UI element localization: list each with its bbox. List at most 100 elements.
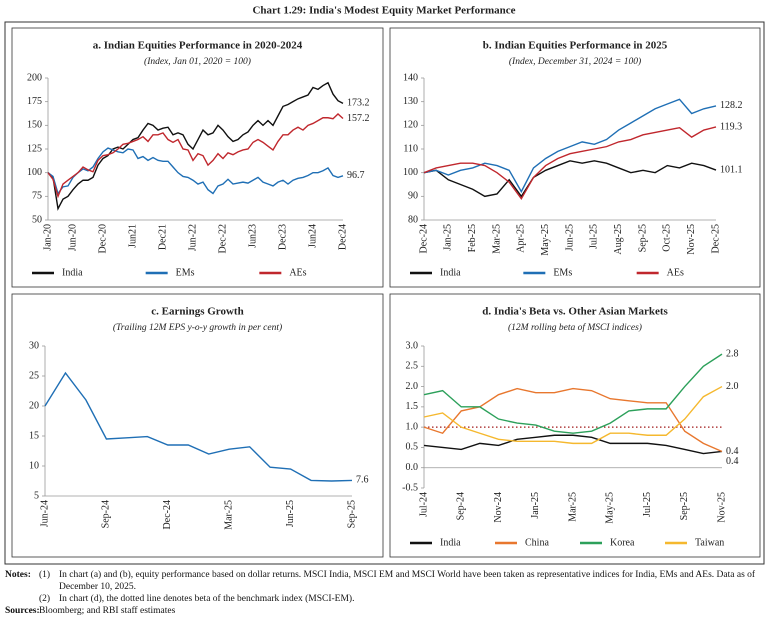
x-tick-label: Feb-25 <box>467 224 478 252</box>
panel-title: c. Earnings Growth <box>151 306 243 318</box>
note-text: In chart (d), the dotted line denotes be… <box>59 594 355 604</box>
x-tick-label: Jul-25 <box>589 224 600 249</box>
y-tick-label: 175 <box>27 96 42 107</box>
y-tick-label: 150 <box>27 120 42 131</box>
x-tick-label: Jan-20 <box>42 224 53 251</box>
y-tick-label: 1.5 <box>406 401 419 412</box>
end-value-label: 7.6 <box>356 475 369 486</box>
notes: Notes: (1) In chart (a) and (b), equity pe… <box>0 566 769 617</box>
legend-label: AEs <box>667 267 684 278</box>
x-tick-label: Jan-25 <box>443 224 454 251</box>
x-tick-label: Sep-25 <box>679 492 690 520</box>
x-tick-label: Jun23 <box>247 224 258 248</box>
end-value-label: 128.2 <box>720 100 743 111</box>
y-tick-label: 125 <box>27 143 42 154</box>
series-line <box>423 160 717 198</box>
x-tick-label: Nov-25 <box>716 492 727 523</box>
y-tick-label: 100 <box>27 167 42 178</box>
x-tick-label: Jun-20 <box>67 224 78 251</box>
x-tick-label: Dec-24 <box>418 224 429 253</box>
legend-label: India <box>440 267 461 278</box>
x-tick-label: Dec-25 <box>710 224 721 253</box>
series-line <box>47 147 344 196</box>
end-value-label: 157.2 <box>347 113 370 124</box>
y-tick-label: 15 <box>29 430 39 441</box>
outer-frame <box>4 21 765 565</box>
end-value-label: 173.2 <box>347 98 370 109</box>
legend-label: EMs <box>553 267 572 278</box>
panel-subtitle: (Index, December 31, 2024 = 100) <box>509 56 641 67</box>
notes-label: Notes: <box>5 570 31 580</box>
y-tick-label: 0.5 <box>406 442 419 453</box>
legend-label: EMs <box>176 267 195 278</box>
y-tick-label: 1.0 <box>406 421 419 432</box>
panel-frame <box>11 293 384 558</box>
x-tick-label: Jun-24 <box>39 500 50 527</box>
series-line <box>423 434 723 455</box>
series-line <box>423 98 717 194</box>
panel-title: d. India's Beta vs. Other Asian Markets <box>482 306 668 318</box>
panel-frame <box>389 27 761 288</box>
x-tick-label: Apr-25 <box>516 224 527 253</box>
panel-subtitle: (Index, Jan 01, 2020 = 100) <box>144 56 251 67</box>
x-tick-label: Mar-25 <box>491 224 502 254</box>
end-value-label: 0.4 <box>726 446 739 457</box>
y-tick-label: 25 <box>29 370 39 381</box>
sources-row: Sources: Bloomberg; and RBI staff estimat… <box>5 605 763 617</box>
y-tick-label: 2.0 <box>406 381 419 392</box>
end-value-label: 2.0 <box>726 381 739 392</box>
x-tick-label: Nov-24 <box>493 492 504 523</box>
x-tick-label: Sep-25 <box>637 224 648 252</box>
x-tick-label: Dec-20 <box>97 224 108 253</box>
x-tick-label: Aug-25 <box>613 224 624 255</box>
legend-label: AEs <box>289 267 306 278</box>
panel-frame <box>11 27 384 288</box>
x-tick-label: Jun21 <box>127 224 138 248</box>
x-tick-label: Mar-25 <box>567 492 578 522</box>
end-value-label: 96.7 <box>347 170 365 181</box>
x-tick-label: Mar-25 <box>223 500 234 530</box>
note-marker: (2) <box>39 594 51 604</box>
y-tick-label: 30 <box>29 340 39 351</box>
x-tick-label: Nov-25 <box>686 224 697 255</box>
legend-label: Taiwan <box>695 537 724 548</box>
x-tick-label: Jun-25 <box>285 500 296 527</box>
panel-title: b. Indian Equities Performance in 2025 <box>483 40 668 52</box>
legend-label: Korea <box>610 537 635 548</box>
y-tick-label: 10 <box>29 460 39 471</box>
y-tick-label: 120 <box>403 120 418 131</box>
x-tick-label: Dec-24 <box>162 500 173 529</box>
panel-title: a. Indian Equities Performance in 2020-2… <box>93 40 303 52</box>
y-tick-label: 5 <box>34 490 39 501</box>
y-tick-label: 100 <box>403 167 418 178</box>
x-tick-label: May-25 <box>540 224 551 256</box>
series-line <box>47 81 344 211</box>
x-tick-label: Dec-22 <box>217 224 228 253</box>
x-tick-label: Jul-24 <box>418 492 429 517</box>
legend-label: India <box>62 267 83 278</box>
x-tick-label: Dec24 <box>337 224 348 250</box>
sources-label: Sources: <box>5 606 40 616</box>
x-tick-label: Oct-25 <box>662 224 673 252</box>
x-tick-label: May-25 <box>605 492 616 524</box>
x-tick-label: Jun-22 <box>187 224 198 251</box>
series-line <box>44 371 353 482</box>
legend-label: China <box>525 537 549 548</box>
note-text: In chart (a) and (b), equity performance… <box>59 570 756 592</box>
x-tick-label: Jul-25 <box>642 492 653 517</box>
figure-title: Chart 1.29: India's Modest Equity Market… <box>252 5 515 17</box>
y-tick-label: 110 <box>403 143 418 154</box>
y-tick-label: 75 <box>32 191 42 202</box>
x-tick-label: Jun24 <box>307 224 318 248</box>
note-marker: (1) <box>39 570 51 580</box>
x-tick-label: Jan-25 <box>530 492 541 519</box>
x-tick-label: Jun-25 <box>564 224 575 251</box>
x-tick-label: Sep-25 <box>346 500 357 528</box>
series-line <box>423 385 723 445</box>
x-tick-label: Sep-24 <box>456 492 467 520</box>
y-tick-label: 130 <box>403 96 418 107</box>
y-tick-label: 90 <box>408 191 418 202</box>
end-value-label: 101.1 <box>720 164 743 175</box>
y-tick-label: 0.0 <box>406 462 419 473</box>
end-value-label: 119.3 <box>720 121 742 132</box>
